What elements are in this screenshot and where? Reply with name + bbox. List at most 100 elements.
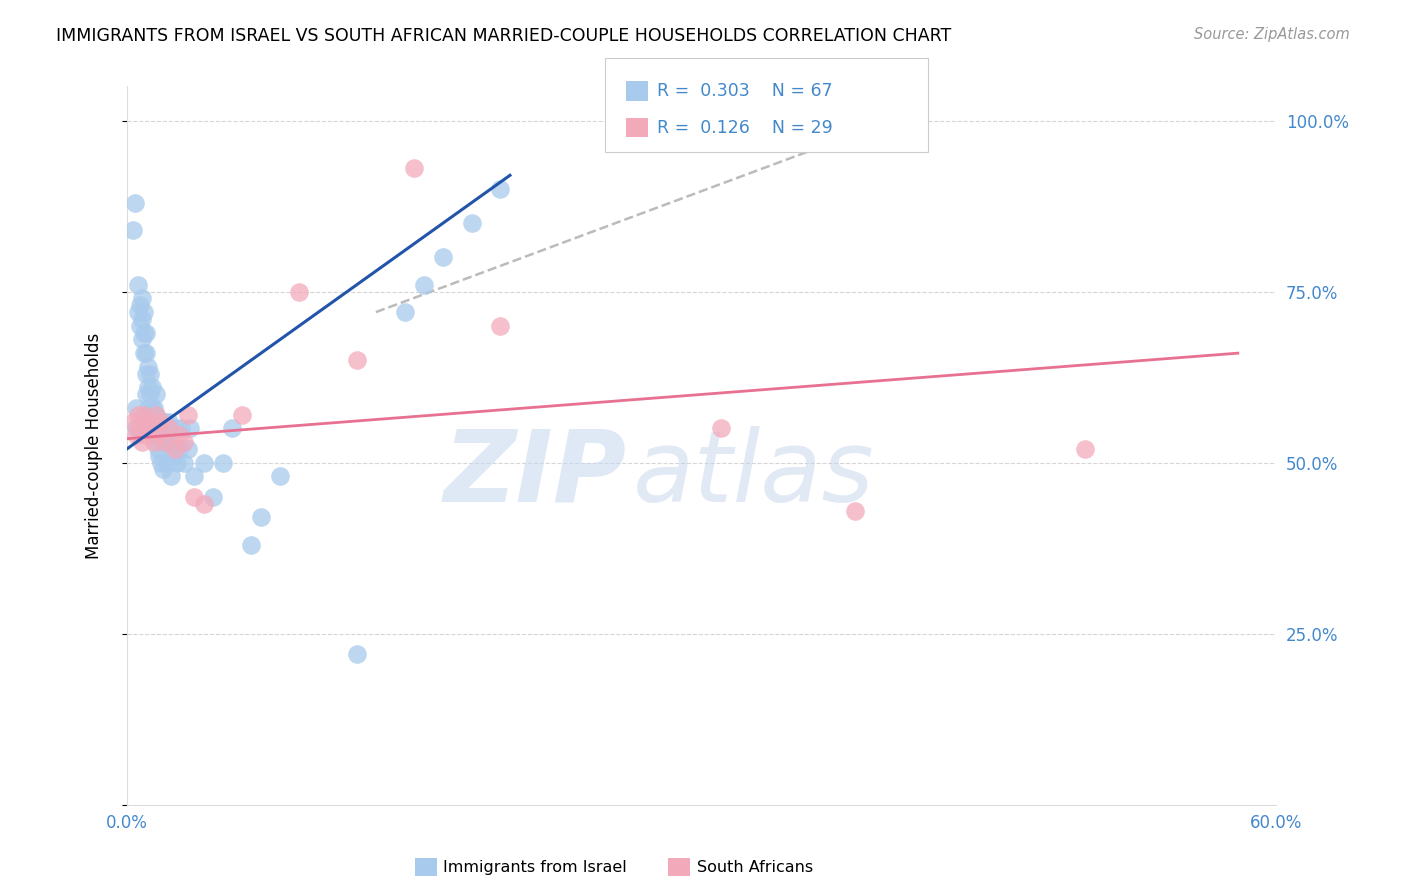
Point [173, 456, 195, 470]
Point [139, 367, 162, 381]
Point [125, 401, 148, 415]
Point [141, 401, 163, 415]
Point [134, 326, 156, 340]
Point [1073, 442, 1095, 456]
Point [157, 435, 180, 450]
Point [163, 442, 186, 456]
Text: Immigrants from Israel: Immigrants from Israel [443, 860, 627, 874]
Point [710, 421, 733, 435]
Point [134, 408, 156, 422]
Point [135, 428, 157, 442]
Point [489, 318, 512, 333]
Point [162, 449, 184, 463]
Point [136, 401, 159, 415]
Point [141, 421, 163, 435]
Point [150, 456, 173, 470]
Point [145, 428, 167, 442]
Point [179, 421, 201, 435]
Point [183, 490, 205, 504]
Point [166, 456, 188, 470]
Point [142, 401, 165, 415]
Y-axis label: Married-couple Households: Married-couple Households [86, 333, 103, 558]
Point [269, 469, 291, 483]
Point [142, 421, 165, 435]
Text: ZIP: ZIP [444, 425, 627, 523]
Point [131, 435, 153, 450]
Point [136, 380, 159, 394]
Point [145, 387, 167, 401]
Point [167, 442, 190, 456]
Point [131, 292, 153, 306]
Point [346, 647, 368, 661]
Point [148, 449, 170, 463]
Point [155, 435, 177, 450]
Point [844, 503, 866, 517]
Point [142, 435, 165, 450]
Text: Source: ZipAtlas.com: Source: ZipAtlas.com [1194, 27, 1350, 42]
Point [135, 346, 157, 360]
Text: R =  0.303    N = 67: R = 0.303 N = 67 [657, 82, 832, 100]
Point [135, 387, 157, 401]
Point [163, 421, 186, 435]
Point [231, 408, 253, 422]
Point [460, 216, 482, 230]
Text: atlas: atlas [633, 425, 875, 523]
Point [139, 387, 162, 401]
Point [127, 277, 149, 292]
Point [135, 326, 157, 340]
Point [134, 305, 156, 319]
Point [432, 251, 454, 265]
Point [146, 442, 169, 456]
Point [250, 510, 273, 524]
Point [156, 456, 179, 470]
Point [125, 421, 148, 435]
Point [129, 421, 152, 435]
Point [127, 305, 149, 319]
Point [131, 312, 153, 326]
Point [134, 346, 156, 360]
Point [129, 298, 152, 312]
Point [155, 435, 177, 450]
Point [121, 415, 143, 429]
Point [136, 359, 159, 374]
Point [139, 421, 162, 435]
Point [240, 538, 263, 552]
Point [150, 415, 173, 429]
Point [169, 421, 191, 435]
Text: R =  0.126    N = 29: R = 0.126 N = 29 [657, 119, 832, 136]
Point [146, 428, 169, 442]
Point [211, 456, 233, 470]
Point [404, 161, 426, 176]
Point [145, 408, 167, 422]
Point [148, 421, 170, 435]
Point [127, 408, 149, 422]
Point [346, 353, 368, 368]
Point [183, 469, 205, 483]
Point [412, 277, 434, 292]
Point [221, 421, 243, 435]
Point [121, 223, 143, 237]
Point [141, 380, 163, 394]
Point [145, 408, 167, 422]
Point [173, 435, 195, 450]
Point [167, 428, 190, 442]
Point [394, 305, 416, 319]
Point [202, 490, 225, 504]
Point [193, 456, 215, 470]
Point [177, 408, 200, 422]
Point [489, 182, 512, 196]
Point [135, 367, 157, 381]
Point [131, 333, 153, 347]
Point [129, 318, 152, 333]
Point [193, 497, 215, 511]
Point [125, 428, 148, 442]
Point [177, 442, 200, 456]
Point [288, 285, 311, 299]
Point [152, 462, 174, 476]
Point [157, 415, 180, 429]
Point [139, 415, 162, 429]
Point [150, 428, 173, 442]
Point [146, 415, 169, 429]
Point [160, 469, 183, 483]
Text: South Africans: South Africans [697, 860, 814, 874]
